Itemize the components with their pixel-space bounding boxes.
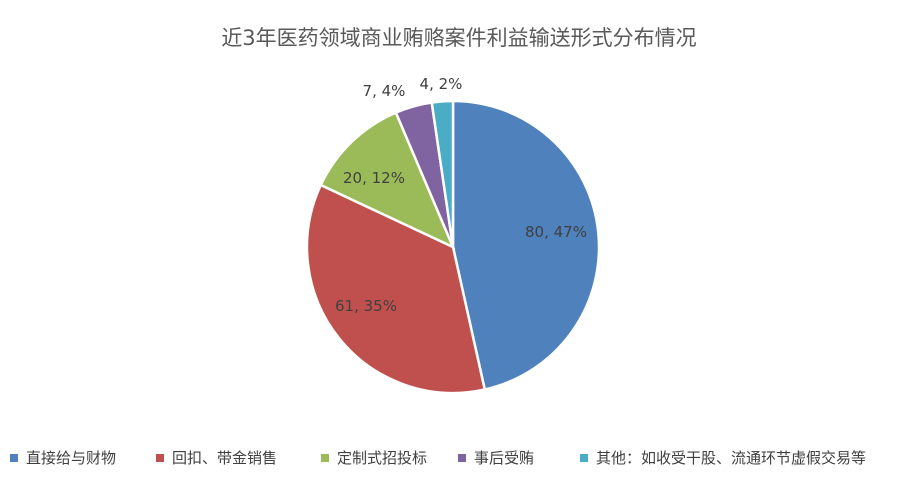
legend-item-4: 事后受贿 — [458, 447, 534, 468]
legend: 直接给与财物 回扣、带金销售 定制式招投标 事后受贿 其他：如收受干股、流通环节虚假交易… — [0, 447, 918, 471]
legend-swatch — [458, 453, 466, 462]
pie-slice-3 — [319, 110, 456, 250]
legend-swatch — [156, 453, 164, 462]
legend-label: 回扣、带金销售 — [172, 449, 278, 467]
pie-slice-2 — [305, 183, 487, 395]
legend-item-3: 定制式招投标 — [321, 447, 427, 468]
pie-slice-1 — [451, 99, 601, 392]
slice-data-label-3: 20, 12% — [343, 169, 405, 187]
legend-label: 定制式招投标 — [337, 449, 428, 467]
legend-swatch — [580, 453, 588, 462]
slice-data-label-4: 7, 4% — [363, 82, 406, 100]
legend-item-5: 其他：如收受干股、流通环节虚假交易等 — [580, 447, 866, 468]
slice-data-label-1: 80, 47% — [525, 223, 587, 241]
legend-label: 事后受贿 — [474, 449, 535, 467]
legend-item-1: 直接给与财物 — [10, 447, 116, 468]
legend-swatch — [321, 453, 329, 462]
slice-data-label-2: 61, 35% — [335, 297, 397, 315]
chart-title: 近3年医药领域商业贿赂案件利益输送形式分布情况 — [221, 26, 697, 50]
pie-chart: 80, 47% 61, 35% 20, 12% 7, 4% 4, 2% — [305, 75, 601, 395]
legend-swatch — [10, 453, 18, 462]
legend-item-2: 回扣、带金销售 — [156, 447, 277, 468]
pie-slice-5 — [430, 99, 455, 248]
legend-label: 其他：如收受干股、流通环节虚假交易等 — [596, 449, 867, 467]
slice-data-label-5: 4, 2% — [420, 75, 463, 93]
legend-label: 直接给与财物 — [26, 449, 117, 467]
